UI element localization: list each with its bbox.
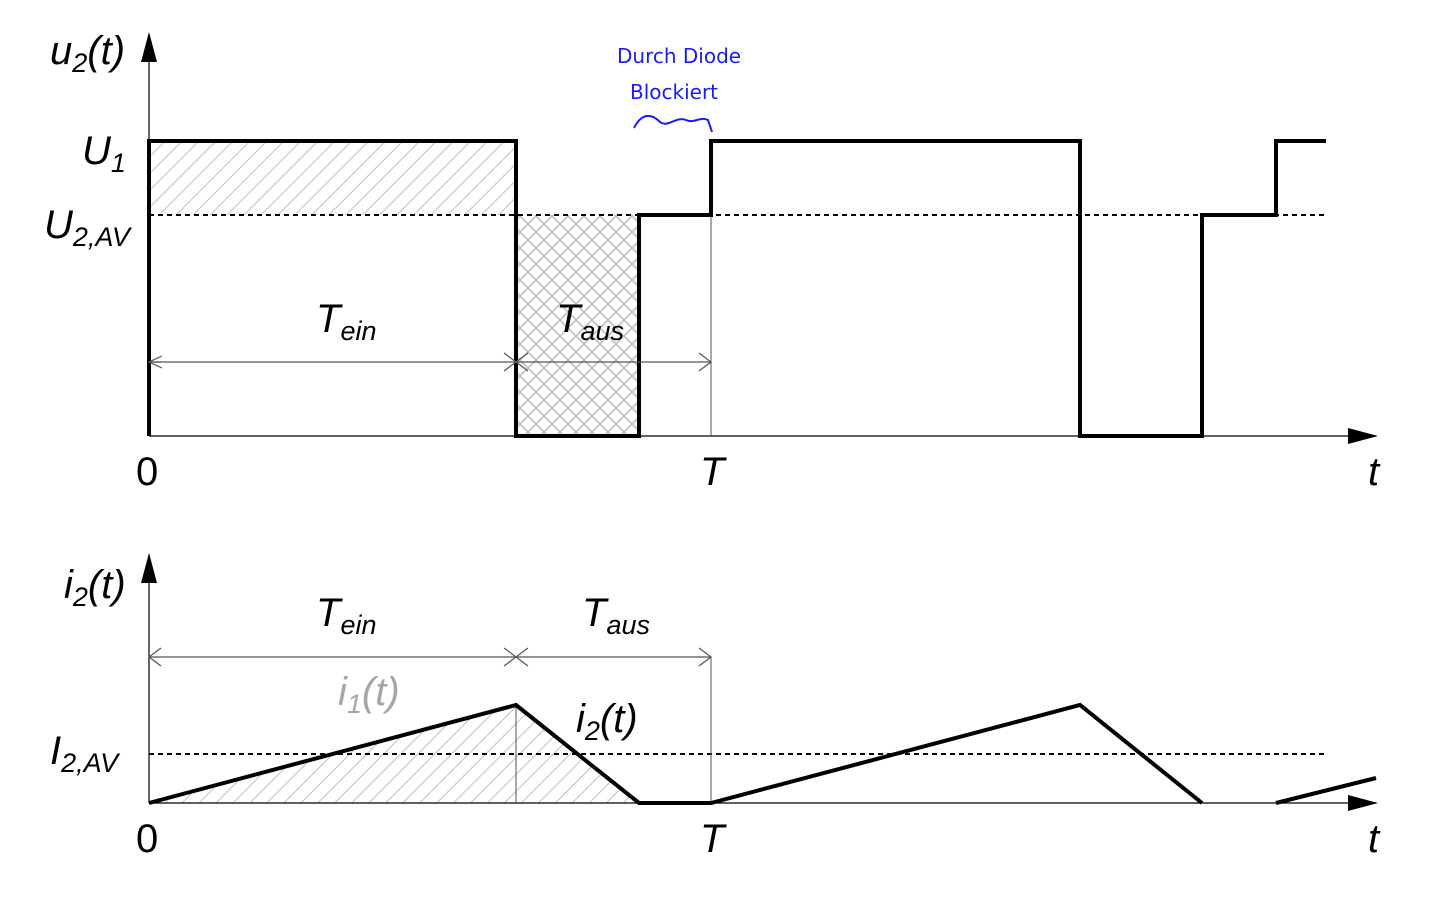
lower-t-on-label: Tein <box>316 591 376 640</box>
upper-dim-arrow-right <box>698 352 712 372</box>
lower-x-period-label: T <box>700 817 727 861</box>
upper-t-off-label: Taus <box>556 297 624 346</box>
upper-y-axis-label: u2(t) <box>50 29 125 78</box>
u2-waveform <box>147 139 1326 438</box>
lower-y-axis-label: i2(t) <box>64 563 126 612</box>
handwritten-note: Durch Diode Blockiert <box>617 44 741 133</box>
lower-plot: i2(t) I2,AV Tein Taus i1(t) i2(t) 0 T t <box>50 553 1381 861</box>
upper-plot: u2(t) U1 U2,AV Tein Taus 0 T t Durch Dio… <box>44 29 1381 494</box>
lower-x-origin-label: 0 <box>136 817 158 861</box>
upper-area-on-hatch <box>149 141 516 215</box>
lower-x-axis-label: t <box>1368 817 1381 861</box>
lower-dim-arrow-right <box>698 647 712 667</box>
upper-x-period-label: T <box>700 450 727 494</box>
level-i2av-label: I2,AV <box>50 729 121 778</box>
level-u2av-label: U2,AV <box>44 203 133 252</box>
handwritten-note-line2: Blockiert <box>630 80 718 104</box>
lower-dim-arrows-mid <box>503 647 529 667</box>
handwritten-squiggle <box>633 115 713 133</box>
upper-t-on-label: Tein <box>316 297 376 346</box>
upper-x-axis-label: t <box>1368 450 1381 494</box>
curve-i1-label: i1(t) <box>338 670 400 719</box>
i2-waveform <box>148 702 1204 805</box>
upper-area-off-hatch <box>516 215 639 436</box>
curve-i2-label: i2(t) <box>576 697 638 746</box>
upper-x-origin-label: 0 <box>136 450 158 494</box>
upper-dim-arrows-mid <box>503 352 529 372</box>
lower-t-off-label: Taus <box>582 591 650 640</box>
lower-dim-arrow-left <box>148 647 162 667</box>
handwritten-note-line1: Durch Diode <box>617 44 741 68</box>
level-u1-label: U1 <box>82 129 126 178</box>
i2-waveform-next-period <box>1275 776 1377 805</box>
